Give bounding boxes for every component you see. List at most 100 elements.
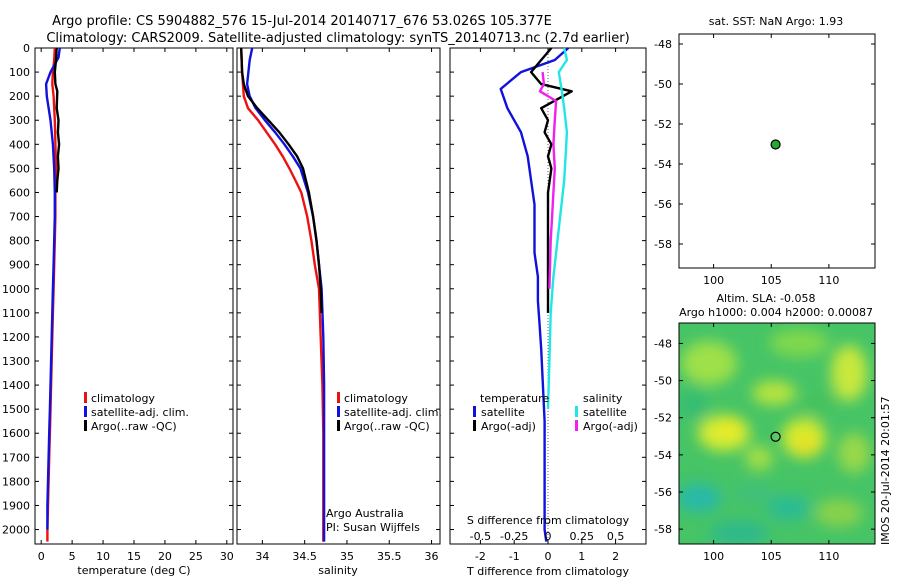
legend-swatch-argo [337, 420, 340, 431]
legend-swatch-s-argo [575, 420, 578, 431]
y-tick-label: 1200 [2, 331, 30, 344]
legend-label-argo: Argo(..raw -QC) [91, 420, 177, 433]
s-diff-tick-label: 0.5 [607, 530, 625, 543]
legend-swatch-satellite [337, 406, 340, 417]
legend-label-s-satellite: satellite [583, 406, 627, 419]
y-tick-label: 700 [9, 211, 30, 224]
s-diff-tick-label: 0.25 [570, 530, 595, 543]
salinity-xlabel: salinity [318, 564, 358, 577]
x-tick-label: 36 [425, 550, 439, 563]
sst-map-title: sat. SST: NaN Argo: 1.93 [709, 15, 843, 28]
legend-swatch-climatology [84, 392, 87, 403]
x-tick-label: 35.5 [377, 550, 402, 563]
x-tick-label: -2 [475, 550, 486, 563]
y-tick-label: 900 [9, 259, 30, 272]
title-line-2: Climatology: CARS2009. Satellite-adjuste… [46, 31, 629, 46]
legend-header-temperature: temperature [480, 392, 549, 405]
series-line-climatology [240, 47, 325, 542]
temperature-legend: climatology satellite-adj. clim. Argo(..… [84, 392, 189, 433]
map-y-tick-label: -56 [654, 486, 672, 499]
y-tick-label: 1700 [2, 451, 30, 464]
y-tick-label: 1400 [2, 379, 30, 392]
x-tick-label: 30 [220, 550, 234, 563]
y-tick-label: 200 [9, 90, 30, 103]
x-tick-label: 5 [69, 550, 76, 563]
y-tick-label: 1500 [2, 403, 30, 416]
y-tick-label: 100 [9, 66, 30, 79]
s-diff-tick-label: -0.25 [500, 530, 528, 543]
map-x-tick-label: 110 [818, 550, 839, 563]
s-difference-label: S difference from climatology [467, 514, 630, 527]
series-line-t-argo [529, 47, 573, 313]
x-tick-label: 15 [127, 550, 141, 563]
sla-map-title-1: Altim. SLA: -0.058 [716, 292, 815, 305]
map-y-tick-label: -58 [654, 238, 672, 251]
annotation-pi: PI: Susan Wijffels [326, 521, 420, 534]
salinity-panel: 34 34.5 35 35.5 36 salinity climatology sate… [236, 47, 442, 577]
x-tick-label: -1 [509, 550, 520, 563]
difference-legend: temperature salinity satellite Argo(-adj… [473, 392, 638, 433]
map-y-tick-label: -50 [654, 375, 672, 388]
y-tick-label: 1100 [2, 307, 30, 320]
y-tick-label: 300 [9, 114, 30, 127]
y-tick-label: 0 [23, 42, 30, 55]
salinity-axes-frame [236, 47, 441, 545]
s-diff-tick-label: -0.5 [470, 530, 491, 543]
legend-swatch-satellite [84, 406, 87, 417]
map-y-tick-label: -52 [654, 412, 672, 425]
map-y-tick-label: -50 [654, 78, 672, 91]
legend-label-s-argo: Argo(-adj) [583, 420, 638, 433]
map-x-tick-label: 105 [761, 274, 782, 287]
argo-location-marker [770, 431, 781, 442]
legend-label-climatology: climatology [344, 392, 408, 405]
sla-map-title-2: Argo h1000: 0.004 h2000: 0.00087 [679, 306, 873, 319]
y-tick-label: 1800 [2, 475, 30, 488]
x-tick-label: 2 [612, 550, 619, 563]
legend-swatch-t-argo [473, 420, 476, 431]
sla-heatmap [679, 323, 875, 544]
x-tick-label: 34 [255, 550, 269, 563]
series-line-argo [240, 47, 323, 313]
y-tick-label: 1300 [2, 355, 30, 368]
map-y-tick-label: -52 [654, 118, 672, 131]
map-x-tick-label: 100 [703, 274, 724, 287]
temperature-axes-frame [34, 47, 234, 545]
legend-label-t-argo: Argo(-adj) [481, 420, 536, 433]
legend-swatch-t-satellite [473, 406, 476, 417]
y-tick-label: 1900 [2, 499, 30, 512]
map-x-tick-label: 105 [761, 550, 782, 563]
sst-map-panel: sat. SST: NaN Argo: 1.93 -48 -50 -52 -54 -56… [654, 15, 876, 287]
imos-timestamp: IMOS 20-Jul-2014 20:01:57 [879, 396, 892, 545]
y-tick-label: 400 [9, 138, 30, 151]
x-tick-label: 1 [578, 550, 585, 563]
y-tick-label: 500 [9, 162, 30, 175]
map-y-tick-label: -48 [654, 337, 672, 350]
map-y-tick-label: -54 [654, 449, 672, 462]
legend-swatch-s-satellite [575, 406, 578, 417]
map-x-tick-label: 110 [818, 274, 839, 287]
sla-map-panel: Altim. SLA: -0.058 Argo h1000: 0.004 h20… [654, 292, 892, 563]
series-line-t-satellite [499, 47, 570, 542]
y-tick-label: 2000 [2, 524, 30, 537]
series-line-argo [53, 47, 61, 193]
legend-label-t-satellite: satellite [481, 406, 525, 419]
y-tick-label: 600 [9, 186, 30, 199]
y-tick-label: 1600 [2, 427, 30, 440]
legend-label-argo: Argo(..raw -QC) [344, 420, 430, 433]
difference-xlabel: T difference from climatology [466, 565, 629, 578]
series-line-satellite-adj-clim- [44, 47, 61, 530]
series-line-satellite-adj-clim- [245, 47, 326, 542]
map-y-tick-label: -54 [654, 158, 672, 171]
map-y-tick-label: -58 [654, 523, 672, 536]
x-tick-label: 0 [545, 550, 552, 563]
annotation-argo-australia: Argo Australia [326, 507, 404, 520]
salinity-legend: climatology satellite-adj. clim. Argo(..… [337, 392, 442, 433]
y-tick-label: 1000 [2, 283, 30, 296]
legend-label-climatology: climatology [91, 392, 155, 405]
temperature-xlabel: temperature (deg C) [77, 564, 190, 577]
sla-map-frame [678, 322, 876, 545]
argo-location-marker [770, 139, 781, 150]
map-x-tick-label: 100 [703, 550, 724, 563]
map-y-tick-label: -56 [654, 198, 672, 211]
